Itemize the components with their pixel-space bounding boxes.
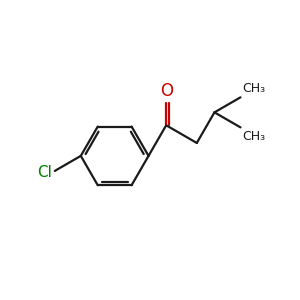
Text: CH₃: CH₃ (242, 130, 265, 143)
Text: Cl: Cl (38, 165, 52, 180)
Text: CH₃: CH₃ (242, 82, 265, 95)
Text: O: O (160, 82, 173, 100)
